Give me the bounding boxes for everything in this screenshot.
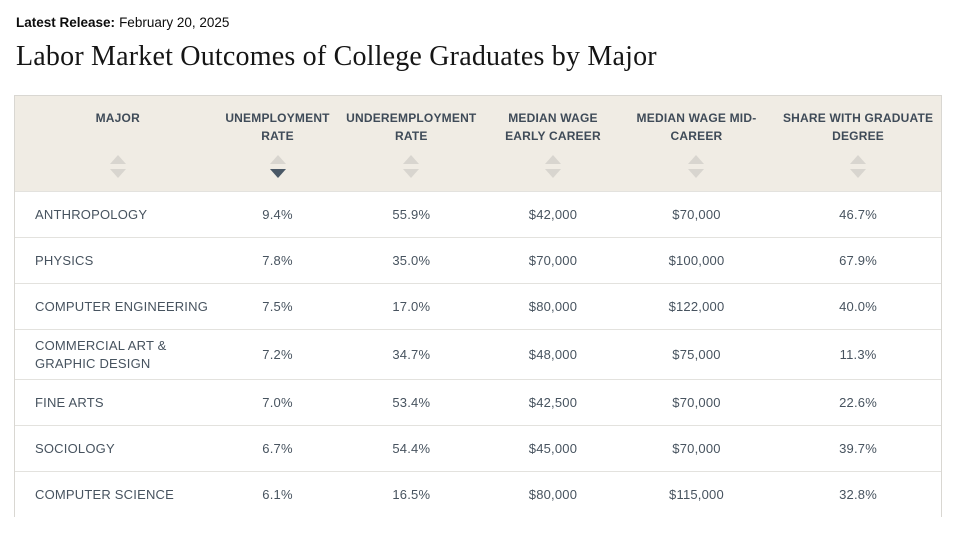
cell-unemployment-rate: 7.0% — [262, 395, 293, 411]
table-row: FINE ARTS 7.0% 53.4% $42,500 $70,000 22.6% — [15, 379, 941, 425]
cell-major: PHYSICS — [35, 253, 94, 269]
sort-descending-icon[interactable] — [269, 169, 286, 179]
cell-underemployment-rate: 35.0% — [392, 253, 431, 269]
cell-major: SOCIOLOGY — [35, 441, 115, 457]
cell-median-wage-mid-career: $75,000 — [672, 347, 721, 363]
page-title: Labor Market Outcomes of College Graduat… — [16, 41, 657, 73]
cell-underemployment-rate: 16.5% — [392, 487, 431, 503]
column-header-label: UNDEREMPLOYMENT RATE — [346, 111, 477, 143]
cell-major: COMPUTER ENGINEERING — [35, 299, 209, 315]
table-row: PHYSICS 7.8% 35.0% $70,000 $100,000 67.9% — [15, 237, 941, 283]
cell-median-wage-early-career: $45,000 — [528, 441, 578, 457]
page: Latest Release: February 20, 2025 Labor M… — [14, 15, 943, 518]
sort-descending-icon[interactable] — [688, 169, 705, 179]
column-header-label: SHARE WITH GRADUATE DEGREE — [782, 111, 934, 143]
cell-unemployment-rate: 6.1% — [262, 487, 293, 503]
sort-arrows — [269, 145, 286, 179]
cell-median-wage-mid-career: $70,000 — [672, 441, 721, 457]
column-header-median-wage-early-career[interactable]: MEDIAN WAGE EARLY CAREER — [488, 96, 618, 191]
cell-major: COMPUTER SCIENCE — [35, 487, 174, 503]
cell-major: ANTHROPOLOGY — [35, 207, 148, 223]
sort-arrows — [850, 145, 867, 179]
table-header-row: MAJOR UNEMPLOYMENT RATE UNDEREMPLOYMENT RA… — [15, 96, 941, 192]
cell-share-with-graduate-degree: 40.0% — [839, 299, 877, 315]
column-header-underemployment-rate[interactable]: UNDEREMPLOYMENT RATE — [334, 96, 488, 191]
sort-descending-icon[interactable] — [403, 169, 420, 179]
latest-release-label: Latest Release: — [16, 15, 116, 30]
cell-major: FINE ARTS — [35, 395, 104, 411]
cell-share-with-graduate-degree: 22.6% — [839, 395, 877, 411]
table-body: ANTHROPOLOGY 9.4% 55.9% $42,000 $70,000 46.7%… — [15, 191, 941, 517]
sort-descending-icon[interactable] — [850, 169, 867, 179]
column-header-major[interactable]: MAJOR — [15, 96, 221, 191]
latest-release-date: February 20, 2025 — [119, 15, 230, 30]
cell-unemployment-rate: 7.5% — [262, 299, 293, 315]
cell-median-wage-early-career: $42,000 — [528, 207, 578, 223]
sort-arrows — [403, 145, 420, 179]
outcomes-table: MAJOR UNEMPLOYMENT RATE UNDEREMPLOYMENT RA… — [14, 95, 942, 518]
cell-share-with-graduate-degree: 32.8% — [839, 487, 877, 503]
cell-share-with-graduate-degree: 11.3% — [839, 347, 877, 363]
cell-unemployment-rate: 7.8% — [262, 253, 293, 269]
cell-median-wage-early-career: $42,500 — [528, 395, 578, 411]
cell-unemployment-rate: 6.7% — [262, 441, 293, 457]
cell-underemployment-rate: 54.4% — [392, 441, 431, 457]
cell-share-with-graduate-degree: 67.9% — [839, 253, 877, 269]
table-row: COMPUTER SCIENCE 6.1% 16.5% $80,000 $115,000… — [15, 471, 941, 517]
sort-ascending-icon[interactable] — [688, 155, 705, 165]
table-row: ANTHROPOLOGY 9.4% 55.9% $42,000 $70,000 46.7% — [15, 191, 941, 237]
column-header-median-wage-mid-career[interactable]: MEDIAN WAGE MID-CAREER — [618, 96, 775, 191]
column-header-label: MEDIAN WAGE EARLY CAREER — [505, 111, 601, 143]
cell-major: COMMERCIAL ART & GRAPHIC DESIGN — [35, 338, 167, 371]
column-header-unemployment-rate[interactable]: UNEMPLOYMENT RATE — [221, 96, 335, 191]
sort-descending-icon[interactable] — [544, 169, 561, 179]
column-header-label: UNEMPLOYMENT RATE — [225, 111, 330, 143]
cell-median-wage-early-career: $70,000 — [528, 253, 578, 269]
column-header-share-with-graduate-degree[interactable]: SHARE WITH GRADUATE DEGREE — [775, 96, 941, 191]
sort-ascending-icon[interactable] — [850, 155, 867, 165]
cell-unemployment-rate: 7.2% — [262, 347, 293, 363]
cell-median-wage-mid-career: $115,000 — [669, 487, 724, 503]
column-header-label: MAJOR — [95, 111, 140, 126]
cell-underemployment-rate: 34.7% — [392, 347, 431, 363]
cell-median-wage-mid-career: $122,000 — [668, 299, 725, 315]
sort-ascending-icon[interactable] — [269, 155, 286, 165]
cell-share-with-graduate-degree: 39.7% — [839, 441, 877, 457]
table-row: COMMERCIAL ART & GRAPHIC DESIGN 7.2% 34.7%… — [15, 329, 941, 379]
sort-arrows — [688, 145, 705, 179]
cell-unemployment-rate: 9.4% — [262, 207, 293, 223]
sort-arrows — [544, 145, 561, 179]
cell-median-wage-early-career: $48,000 — [528, 347, 578, 363]
column-header-label: MEDIAN WAGE MID-CAREER — [636, 111, 757, 143]
table-row: COMPUTER ENGINEERING 7.5% 17.0% $80,000 $122… — [15, 283, 941, 329]
cell-median-wage-mid-career: $70,000 — [672, 395, 721, 411]
cell-share-with-graduate-degree: 46.7% — [839, 207, 877, 223]
sort-ascending-icon[interactable] — [544, 155, 561, 165]
sort-descending-icon[interactable] — [109, 169, 126, 179]
cell-median-wage-mid-career: $100,000 — [668, 253, 725, 269]
cell-underemployment-rate: 55.9% — [392, 207, 431, 223]
cell-underemployment-rate: 53.4% — [392, 395, 431, 411]
sort-arrows — [109, 145, 126, 179]
cell-underemployment-rate: 17.0% — [392, 299, 431, 315]
sort-ascending-icon[interactable] — [109, 155, 126, 165]
latest-release: Latest Release: February 20, 2025 — [16, 15, 943, 31]
cell-median-wage-early-career: $80,000 — [528, 487, 578, 503]
table-row: SOCIOLOGY 6.7% 54.4% $45,000 $70,000 39.7% — [15, 425, 941, 471]
cell-median-wage-mid-career: $70,000 — [672, 207, 721, 223]
cell-median-wage-early-career: $80,000 — [528, 299, 578, 315]
sort-ascending-icon[interactable] — [403, 155, 420, 165]
